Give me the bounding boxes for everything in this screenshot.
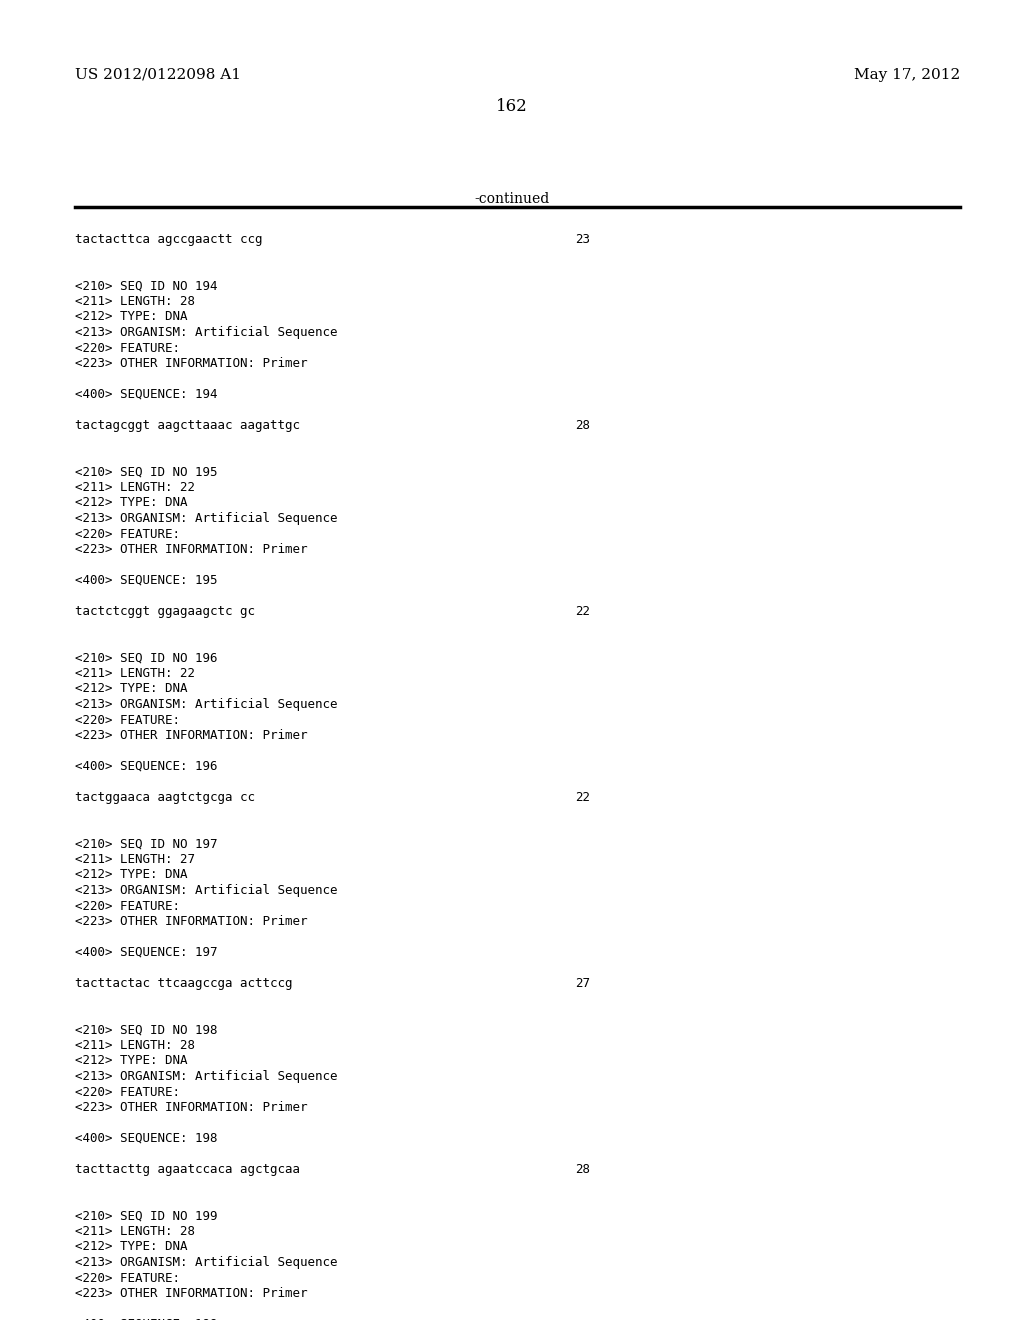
Text: <211> LENGTH: 27: <211> LENGTH: 27 bbox=[75, 853, 195, 866]
Text: <212> TYPE: DNA: <212> TYPE: DNA bbox=[75, 682, 187, 696]
Text: tacttactac ttcaagccga acttccg: tacttactac ttcaagccga acttccg bbox=[75, 977, 293, 990]
Text: <212> TYPE: DNA: <212> TYPE: DNA bbox=[75, 1241, 187, 1254]
Text: <400> SEQUENCE: 195: <400> SEQUENCE: 195 bbox=[75, 574, 217, 587]
Text: <213> ORGANISM: Artificial Sequence: <213> ORGANISM: Artificial Sequence bbox=[75, 698, 338, 711]
Text: <213> ORGANISM: Artificial Sequence: <213> ORGANISM: Artificial Sequence bbox=[75, 1071, 338, 1082]
Text: <211> LENGTH: 22: <211> LENGTH: 22 bbox=[75, 480, 195, 494]
Text: tactctcggt ggagaagctc gc: tactctcggt ggagaagctc gc bbox=[75, 605, 255, 618]
Text: <211> LENGTH: 28: <211> LENGTH: 28 bbox=[75, 294, 195, 308]
Text: <223> OTHER INFORMATION: Primer: <223> OTHER INFORMATION: Primer bbox=[75, 1287, 307, 1300]
Text: <223> OTHER INFORMATION: Primer: <223> OTHER INFORMATION: Primer bbox=[75, 356, 307, 370]
Text: <220> FEATURE:: <220> FEATURE: bbox=[75, 1085, 180, 1098]
Text: <223> OTHER INFORMATION: Primer: <223> OTHER INFORMATION: Primer bbox=[75, 1101, 307, 1114]
Text: <220> FEATURE:: <220> FEATURE: bbox=[75, 342, 180, 355]
Text: <213> ORGANISM: Artificial Sequence: <213> ORGANISM: Artificial Sequence bbox=[75, 512, 338, 525]
Text: <211> LENGTH: 28: <211> LENGTH: 28 bbox=[75, 1039, 195, 1052]
Text: 27: 27 bbox=[575, 977, 590, 990]
Text: tactacttca agccgaactt ccg: tactacttca agccgaactt ccg bbox=[75, 234, 262, 246]
Text: <220> FEATURE:: <220> FEATURE: bbox=[75, 899, 180, 912]
Text: <212> TYPE: DNA: <212> TYPE: DNA bbox=[75, 310, 187, 323]
Text: <220> FEATURE:: <220> FEATURE: bbox=[75, 528, 180, 540]
Text: <212> TYPE: DNA: <212> TYPE: DNA bbox=[75, 1055, 187, 1068]
Text: <211> LENGTH: 22: <211> LENGTH: 22 bbox=[75, 667, 195, 680]
Text: <223> OTHER INFORMATION: Primer: <223> OTHER INFORMATION: Primer bbox=[75, 543, 307, 556]
Text: tactggaaca aagtctgcga cc: tactggaaca aagtctgcga cc bbox=[75, 791, 255, 804]
Text: <213> ORGANISM: Artificial Sequence: <213> ORGANISM: Artificial Sequence bbox=[75, 326, 338, 339]
Text: 162: 162 bbox=[496, 98, 528, 115]
Text: 28: 28 bbox=[575, 1163, 590, 1176]
Text: tactagcggt aagcttaaac aagattgc: tactagcggt aagcttaaac aagattgc bbox=[75, 418, 300, 432]
Text: 22: 22 bbox=[575, 791, 590, 804]
Text: <210> SEQ ID NO 197: <210> SEQ ID NO 197 bbox=[75, 837, 217, 850]
Text: <210> SEQ ID NO 194: <210> SEQ ID NO 194 bbox=[75, 280, 217, 293]
Text: <400> SEQUENCE: 194: <400> SEQUENCE: 194 bbox=[75, 388, 217, 401]
Text: <223> OTHER INFORMATION: Primer: <223> OTHER INFORMATION: Primer bbox=[75, 729, 307, 742]
Text: <212> TYPE: DNA: <212> TYPE: DNA bbox=[75, 496, 187, 510]
Text: 28: 28 bbox=[575, 418, 590, 432]
Text: tacttacttg agaatccaca agctgcaa: tacttacttg agaatccaca agctgcaa bbox=[75, 1163, 300, 1176]
Text: <220> FEATURE:: <220> FEATURE: bbox=[75, 714, 180, 726]
Text: <210> SEQ ID NO 198: <210> SEQ ID NO 198 bbox=[75, 1023, 217, 1036]
Text: <210> SEQ ID NO 199: <210> SEQ ID NO 199 bbox=[75, 1209, 217, 1222]
Text: -continued: -continued bbox=[474, 191, 550, 206]
Text: US 2012/0122098 A1: US 2012/0122098 A1 bbox=[75, 69, 241, 82]
Text: <400> SEQUENCE: 198: <400> SEQUENCE: 198 bbox=[75, 1133, 217, 1144]
Text: <400> SEQUENCE: 196: <400> SEQUENCE: 196 bbox=[75, 760, 217, 774]
Text: <400> SEQUENCE: 199: <400> SEQUENCE: 199 bbox=[75, 1317, 217, 1320]
Text: <223> OTHER INFORMATION: Primer: <223> OTHER INFORMATION: Primer bbox=[75, 915, 307, 928]
Text: <213> ORGANISM: Artificial Sequence: <213> ORGANISM: Artificial Sequence bbox=[75, 884, 338, 898]
Text: <210> SEQ ID NO 195: <210> SEQ ID NO 195 bbox=[75, 466, 217, 479]
Text: 22: 22 bbox=[575, 605, 590, 618]
Text: <212> TYPE: DNA: <212> TYPE: DNA bbox=[75, 869, 187, 882]
Text: <211> LENGTH: 28: <211> LENGTH: 28 bbox=[75, 1225, 195, 1238]
Text: <400> SEQUENCE: 197: <400> SEQUENCE: 197 bbox=[75, 946, 217, 960]
Text: 23: 23 bbox=[575, 234, 590, 246]
Text: <213> ORGANISM: Artificial Sequence: <213> ORGANISM: Artificial Sequence bbox=[75, 1257, 338, 1269]
Text: May 17, 2012: May 17, 2012 bbox=[854, 69, 961, 82]
Text: <220> FEATURE:: <220> FEATURE: bbox=[75, 1271, 180, 1284]
Text: <210> SEQ ID NO 196: <210> SEQ ID NO 196 bbox=[75, 652, 217, 664]
